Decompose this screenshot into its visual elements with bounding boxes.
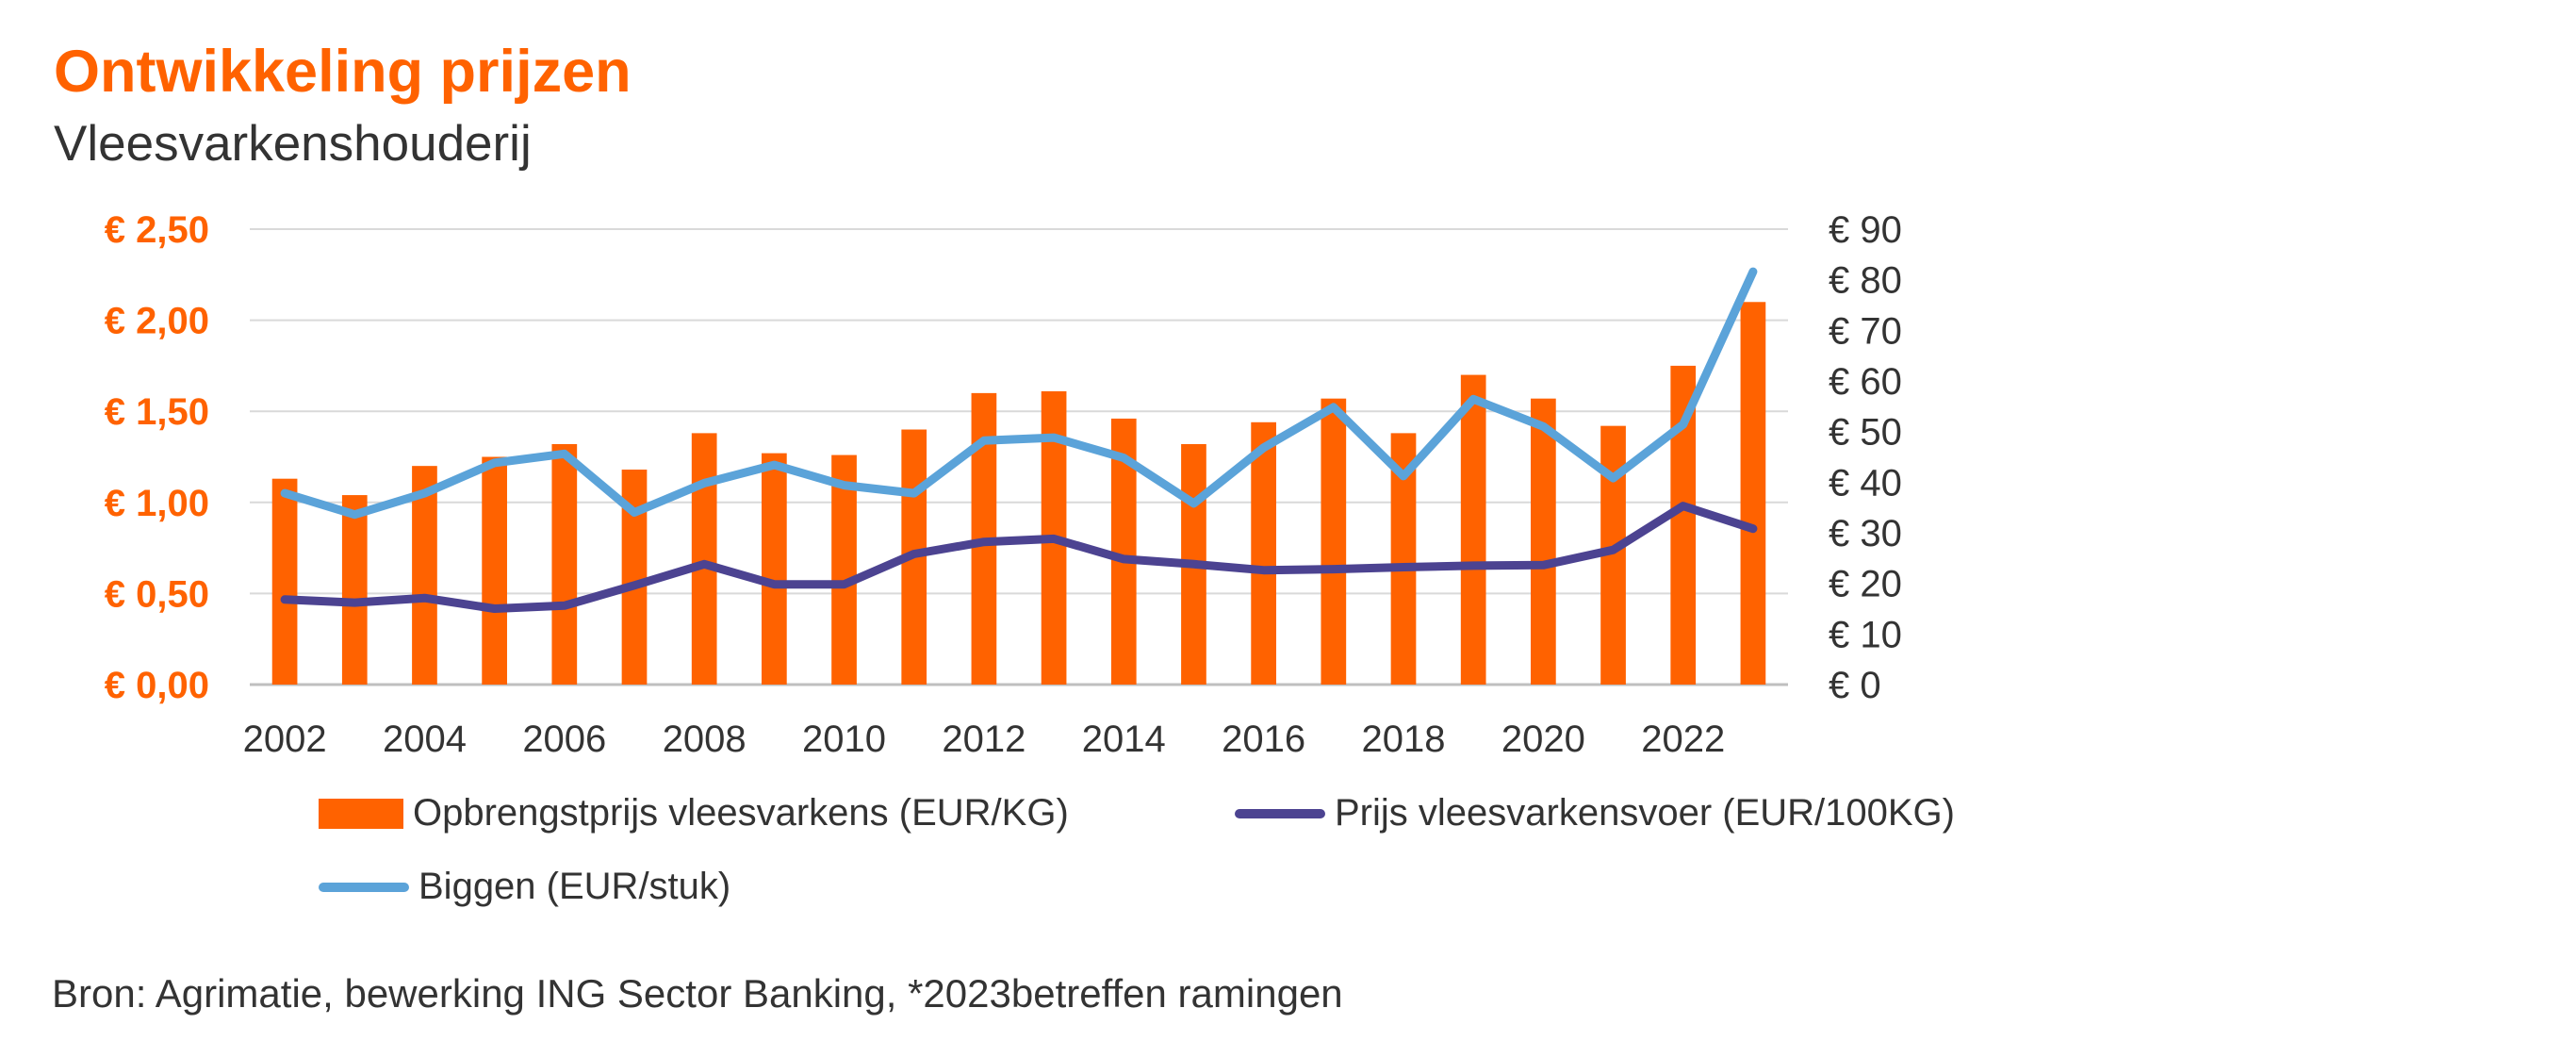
y-right-tick-label: € 30 bbox=[1829, 513, 1902, 554]
bar bbox=[412, 466, 437, 685]
x-tick-label: 2002 bbox=[243, 719, 327, 760]
x-tick-label: 2014 bbox=[1082, 719, 1166, 760]
y-right-tick-label: € 80 bbox=[1829, 260, 1902, 302]
x-tick-label: 2012 bbox=[942, 719, 1025, 760]
bar bbox=[341, 495, 368, 685]
y-left-tick-label: € 1,00 bbox=[105, 483, 209, 524]
bar bbox=[691, 433, 717, 685]
line-series bbox=[280, 267, 1758, 613]
y-right-tick-label: € 40 bbox=[1829, 462, 1902, 504]
bar bbox=[551, 443, 578, 685]
x-tick-label: 2018 bbox=[1362, 719, 1446, 760]
chart-subtitle: Vleesvarkenshouderij bbox=[54, 116, 532, 172]
legend-item-vleesvarkensvoer: Prijs vleesvarkensvoer (EUR/100KG) bbox=[1235, 792, 1955, 834]
axis-tick-labels: € 0,00 € 0,50 € 1,00 € 1,50 € 2,00 € 2,50 € 0 €… bbox=[105, 209, 1902, 760]
x-tick-label: 2004 bbox=[383, 719, 467, 760]
bar bbox=[1460, 374, 1486, 685]
series-line bbox=[280, 267, 1758, 520]
bar bbox=[1251, 421, 1276, 685]
gridlines bbox=[250, 228, 1788, 686]
y-left-tick-label: € 2,00 bbox=[105, 301, 209, 342]
x-tick-label: 2016 bbox=[1222, 719, 1305, 760]
legend-item-biggen: Biggen (EUR/stuk) bbox=[319, 866, 730, 908]
legend-label-opbrengstprijs: Opbrengstprijs vleesvarkens (EUR/KG) bbox=[413, 792, 1069, 834]
legend-swatch-bar bbox=[319, 798, 403, 829]
y-left-tick-label: € 0,00 bbox=[105, 665, 209, 706]
bar bbox=[1321, 398, 1347, 685]
bar bbox=[1740, 302, 1766, 685]
x-tick-label: 2020 bbox=[1501, 719, 1585, 760]
x-tick-label: 2022 bbox=[1641, 719, 1725, 760]
x-tick-label: 2006 bbox=[522, 719, 606, 760]
y-right-tick-label: € 10 bbox=[1829, 614, 1902, 655]
y-right-tick-label: € 20 bbox=[1829, 564, 1902, 605]
y-right-tick-label: € 50 bbox=[1829, 412, 1902, 454]
legend-swatch-line bbox=[1235, 808, 1325, 818]
y-left-tick-label: € 2,50 bbox=[105, 209, 209, 251]
y-left-tick-label: € 0,50 bbox=[105, 573, 209, 615]
y-right-tick-label: € 60 bbox=[1829, 361, 1902, 403]
bar bbox=[271, 478, 298, 685]
series-line bbox=[280, 502, 1758, 613]
legend-swatch-line bbox=[319, 882, 409, 892]
bar bbox=[1531, 398, 1556, 685]
legend-label-biggen: Biggen (EUR/stuk) bbox=[418, 866, 731, 907]
chart-title: Ontwikkeling prijzen bbox=[54, 39, 632, 105]
legend-label-vleesvarkensvoer: Prijs vleesvarkensvoer (EUR/100KG) bbox=[1335, 792, 1955, 834]
y-right-tick-label: € 90 bbox=[1829, 209, 1902, 251]
bar bbox=[482, 456, 507, 685]
x-tick-label: 2008 bbox=[663, 719, 747, 760]
legend-item-opbrengstprijs: Opbrengstprijs vleesvarkens (EUR/KG) bbox=[319, 792, 1069, 834]
bar bbox=[762, 453, 787, 685]
y-right-tick-label: € 0 bbox=[1829, 665, 1881, 706]
y-left-tick-label: € 1,50 bbox=[105, 391, 209, 433]
source-note: Bron: Agrimatie, bewerking ING Sector Ba… bbox=[52, 971, 1343, 1016]
y-right-tick-label: € 70 bbox=[1829, 310, 1902, 352]
bar-series bbox=[271, 302, 1766, 685]
x-tick-label: 2010 bbox=[802, 719, 886, 760]
bar bbox=[831, 454, 857, 685]
